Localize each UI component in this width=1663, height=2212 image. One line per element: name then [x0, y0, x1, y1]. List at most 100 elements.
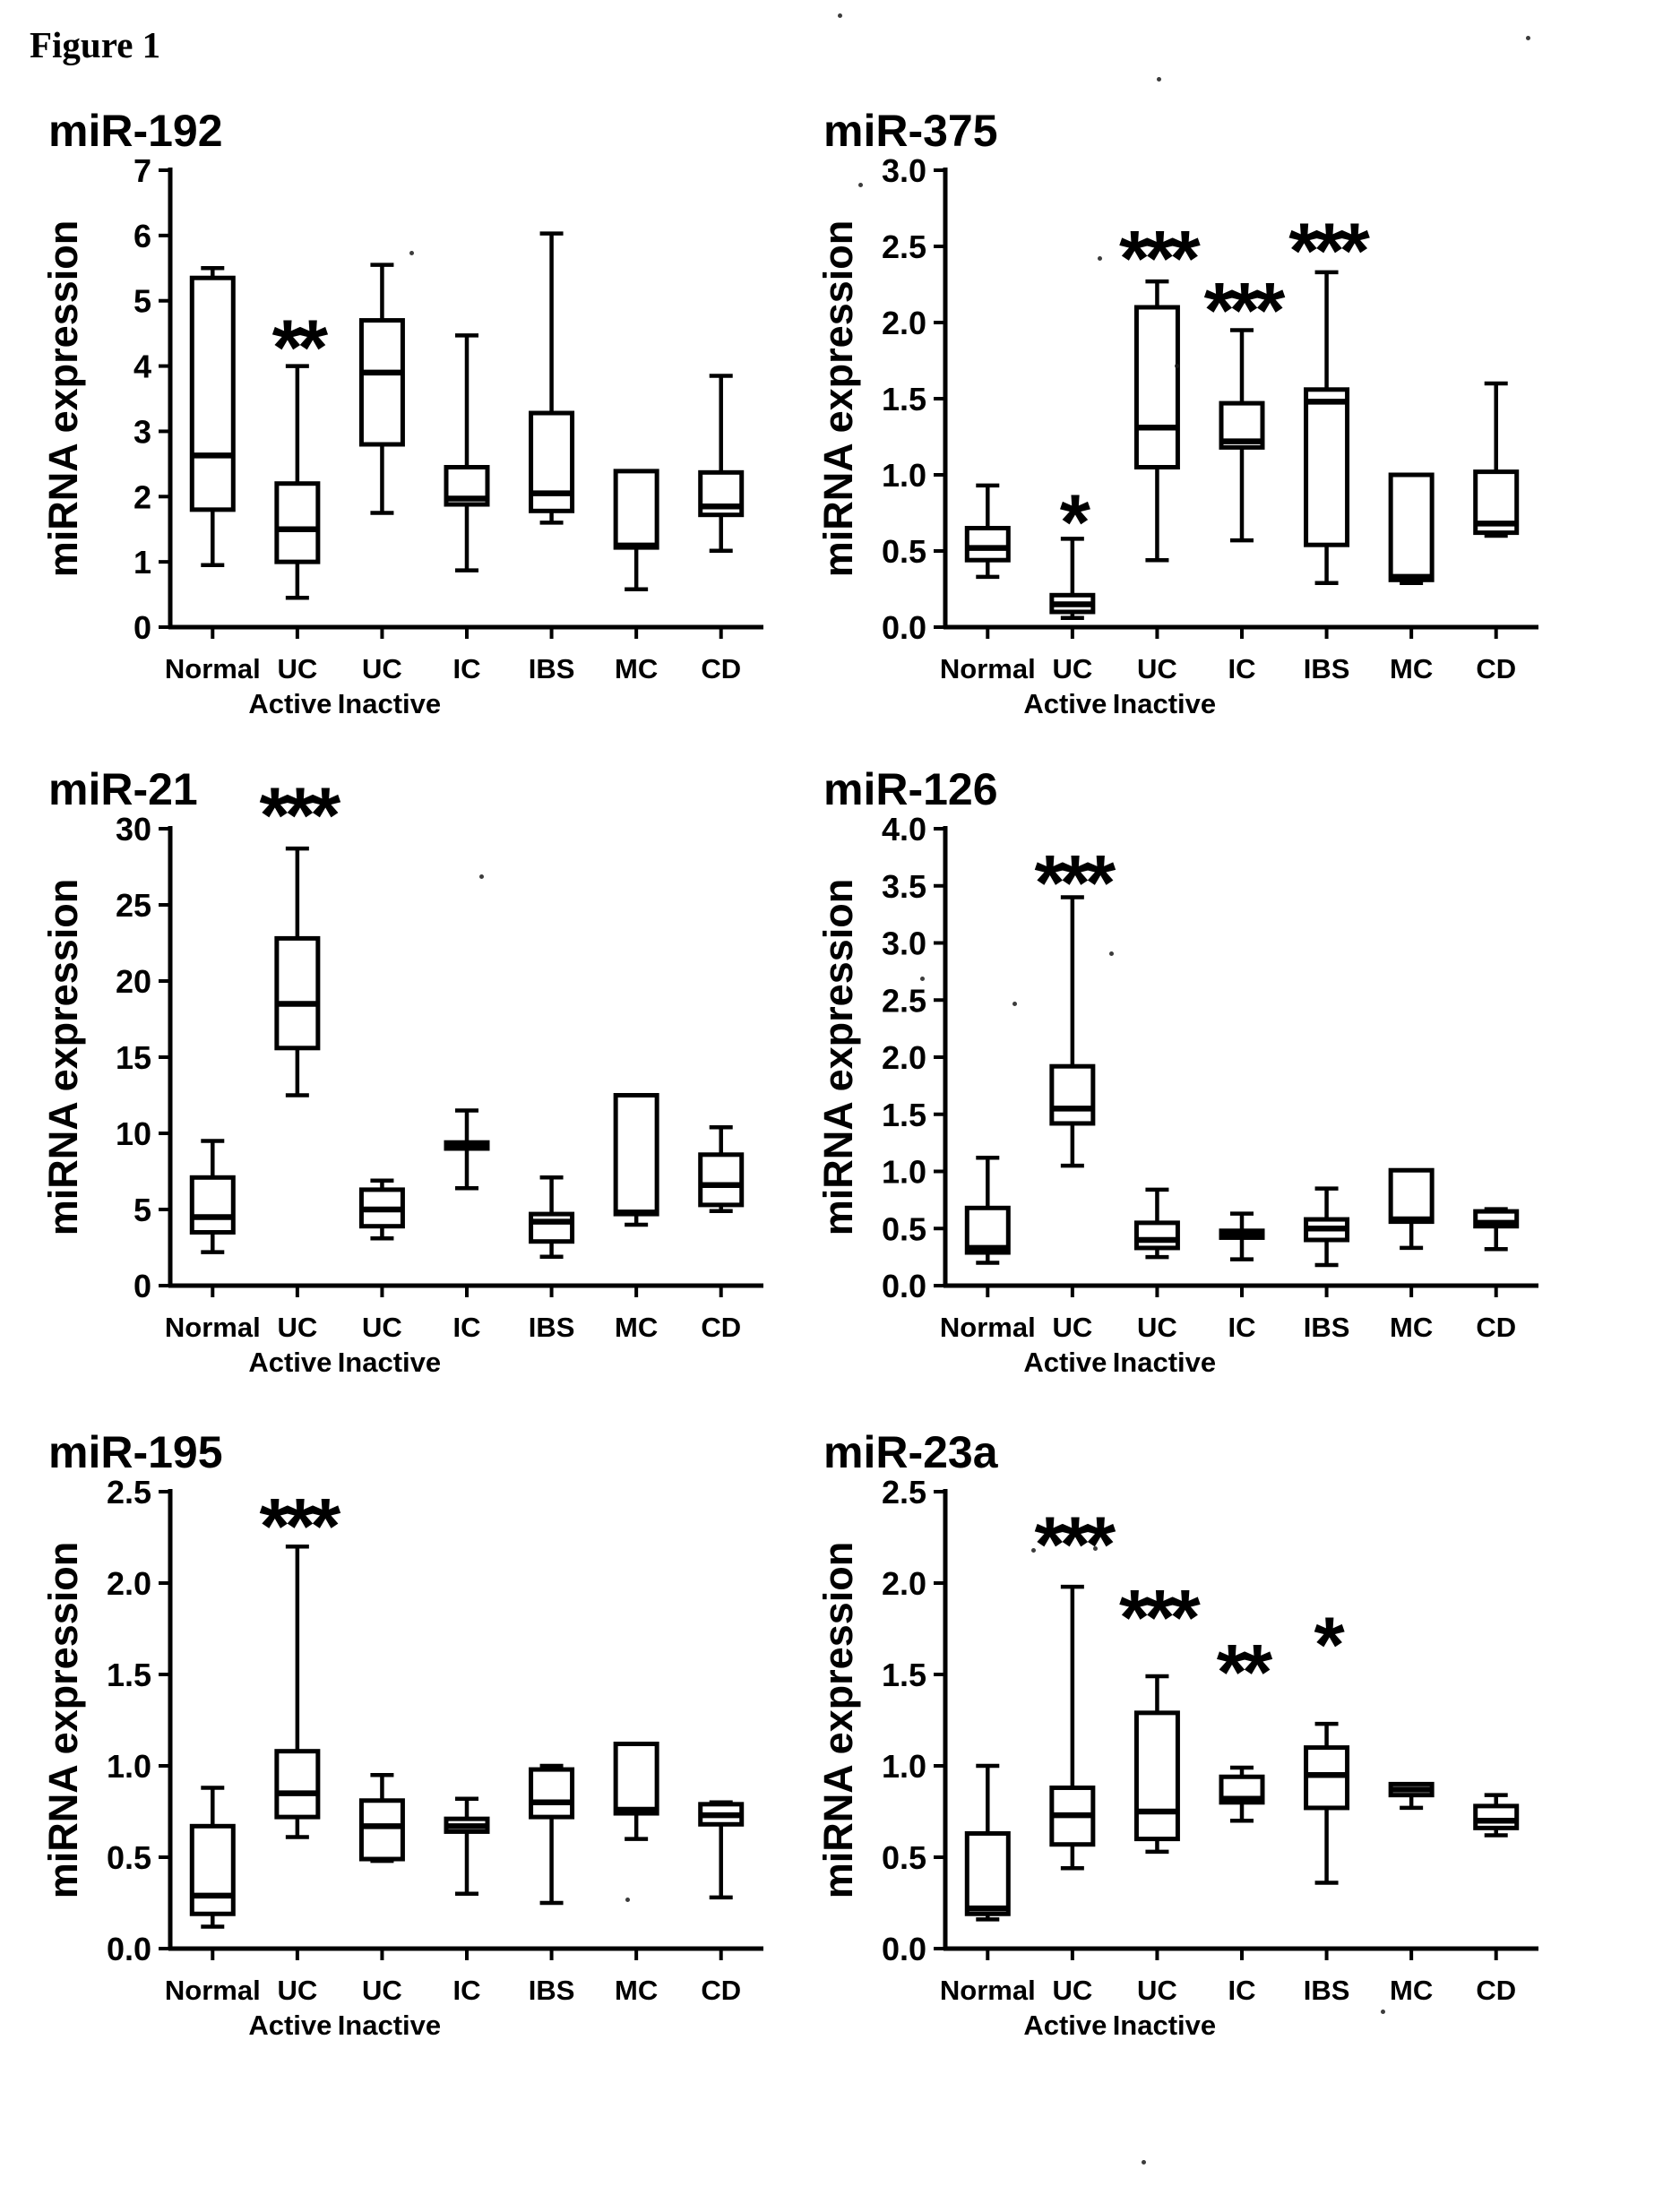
scan-speck — [920, 977, 925, 981]
box-ic — [444, 1108, 490, 1191]
iqr-box — [964, 1830, 1011, 1916]
x-tick-sublabel: Inactive — [1113, 1347, 1216, 1378]
x-tick-label: UC — [1052, 653, 1092, 684]
panel-miR-126: miR-126 miRNA expression 0.0 0.5 1.0 1.5 2.0 2.… — [811, 762, 1555, 1416]
iqr-box — [1049, 1063, 1096, 1126]
figure-label: Figure 1 — [30, 24, 161, 65]
box-uc-inactive — [1133, 1674, 1180, 1855]
y-tick-label: 4.0 — [882, 811, 926, 848]
y-tick-label: 3 — [134, 413, 151, 450]
scan-speck — [838, 13, 842, 18]
y-tick-label: 0.0 — [882, 1931, 926, 1967]
chart-title: miR-375 — [823, 106, 998, 156]
y-axis-label: miRNA expression — [40, 1542, 86, 1898]
significance-stars: ** — [272, 303, 329, 392]
boxplot-miR-23a: miR-23a miRNA expression 0.0 0.5 1.0 1.5 2.0 2.… — [815, 1427, 1538, 2041]
y-tick-label: 2.5 — [882, 982, 926, 1019]
scan-speck — [1109, 951, 1114, 956]
boxplot-miR-21: miR-21 miRNA expression 0 5 10 15 20 25 30 Normal… — [40, 764, 763, 1378]
x-tick-label: IC — [1228, 653, 1256, 684]
x-tick-label: UC — [1137, 1312, 1177, 1343]
x-tick-label: UC — [362, 1975, 402, 2006]
iqr-box — [529, 1767, 575, 1820]
x-tick-label: UC — [362, 653, 402, 684]
scan-speck — [1381, 2010, 1385, 2014]
box-uc-active — [1049, 895, 1096, 1168]
y-tick-label: 0 — [134, 1268, 151, 1304]
x-tick-label: CD — [701, 1975, 741, 2006]
panel-miR-23a: miR-23a miRNA expression 0.0 0.5 1.0 1.5 2.0 2.… — [811, 1424, 1555, 2079]
significance-stars: *** — [259, 1482, 340, 1571]
box-uc-inactive — [1133, 279, 1180, 563]
y-tick-label: 1.5 — [882, 1657, 926, 1693]
y-tick-label: 0.5 — [882, 1839, 926, 1876]
x-tick-label: Normal — [165, 653, 261, 684]
scan-speck — [858, 183, 863, 187]
y-tick-label: 7 — [134, 152, 151, 189]
boxplot-miR-192: miR-192 miRNA expression 0 1 2 3 4 5 6 7 Normal UC A… — [40, 106, 763, 719]
significance-stars: *** — [259, 770, 340, 859]
x-tick-sublabel: Active — [248, 1347, 332, 1378]
x-tick-label: IBS — [1304, 653, 1350, 684]
box-normal — [189, 1139, 236, 1254]
x-tick-label: IC — [453, 1975, 481, 2006]
box-ic — [444, 333, 490, 572]
x-tick-label: Normal — [940, 1975, 1036, 2006]
y-tick-label: 3.5 — [882, 868, 926, 905]
chart-title: miR-126 — [823, 764, 998, 814]
box-uc-active — [1049, 537, 1096, 621]
box-normal — [964, 1155, 1011, 1265]
y-axis-label: miRNA expression — [815, 879, 861, 1235]
scan-speck — [409, 251, 414, 255]
significance-stars: *** — [1119, 214, 1201, 303]
iqr-box — [613, 1742, 659, 1816]
iqr-box — [274, 935, 321, 1051]
scan-speck — [1098, 256, 1102, 261]
x-tick-label: IBS — [529, 1975, 575, 2006]
x-tick-label: IBS — [529, 1312, 575, 1343]
panel-miR-192: miR-192 miRNA expression 0 1 2 3 4 5 6 7 Normal UC A… — [36, 103, 780, 757]
y-tick-label: 5 — [134, 283, 151, 320]
y-tick-label: 1.0 — [882, 1748, 926, 1785]
box-cd — [1473, 381, 1520, 538]
y-tick-label: 0.0 — [107, 1931, 151, 1967]
chart-title: miR-192 — [48, 106, 223, 156]
y-tick-label: 0.5 — [882, 1210, 926, 1247]
y-tick-label: 0.5 — [882, 533, 926, 570]
x-tick-label: UC — [1137, 653, 1177, 684]
iqr-box — [529, 410, 575, 513]
chart-title: miR-195 — [48, 1427, 223, 1477]
scan-speck — [625, 1898, 630, 1902]
x-tick-label: UC — [277, 653, 317, 684]
iqr-box — [1388, 472, 1435, 582]
y-tick-label: 2.0 — [882, 1565, 926, 1602]
y-tick-label: 1.0 — [107, 1748, 151, 1785]
box-uc-active — [274, 1544, 321, 1839]
box-cd — [698, 1800, 745, 1900]
significance-stars: *** — [1034, 1500, 1116, 1588]
y-axis-label: miRNA expression — [815, 220, 861, 577]
x-tick-label: IC — [1228, 1312, 1256, 1343]
box-ic — [1219, 328, 1265, 543]
box-ibs — [529, 1763, 575, 1906]
box-normal — [189, 266, 236, 568]
x-tick-label: CD — [701, 653, 741, 684]
significance-stars: * — [1060, 478, 1091, 566]
y-tick-label: 0.5 — [107, 1839, 151, 1876]
y-tick-label: 2.0 — [882, 1039, 926, 1076]
box-mc — [1388, 472, 1435, 585]
significance-stars: * — [1314, 1600, 1345, 1689]
y-tick-label: 1.0 — [882, 457, 926, 494]
x-tick-sublabel: Inactive — [338, 2010, 441, 2041]
box-ic — [1219, 1211, 1265, 1261]
y-tick-label: 2.5 — [882, 1474, 926, 1511]
y-tick-label: 2.0 — [882, 305, 926, 341]
box-cd — [1473, 1793, 1520, 1838]
x-tick-label: MC — [615, 653, 658, 684]
iqr-box — [1473, 1803, 1520, 1830]
panel-miR-195: miR-195 miRNA expression 0.0 0.5 1.0 1.5 2.0 2.… — [36, 1424, 780, 2079]
significance-stars: ** — [1217, 1628, 1273, 1717]
scan-speck — [1526, 36, 1530, 40]
box-uc-inactive — [358, 263, 405, 515]
